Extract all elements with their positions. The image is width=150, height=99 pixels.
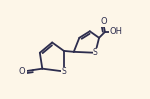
Text: OH: OH	[109, 27, 122, 36]
Text: S: S	[61, 67, 66, 76]
Text: S: S	[93, 48, 98, 57]
Text: O: O	[100, 17, 107, 26]
Text: O: O	[19, 67, 26, 76]
